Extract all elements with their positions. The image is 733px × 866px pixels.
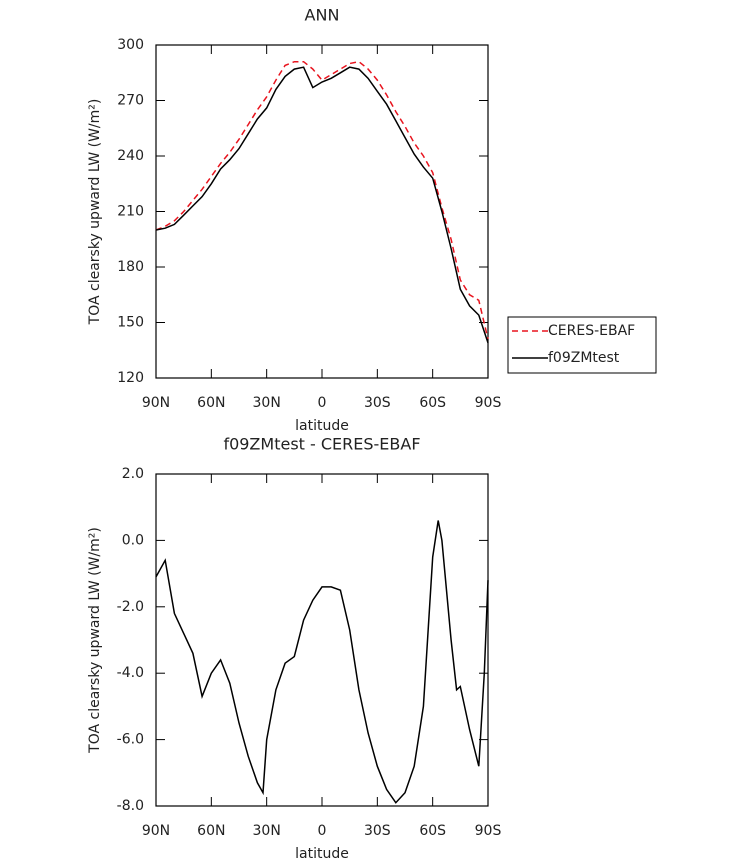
x-tick-label: 90S xyxy=(475,395,502,411)
legend-label: f09ZMtest xyxy=(548,350,620,366)
x-tick-label: 30N xyxy=(253,395,281,411)
x-tick-label: 30S xyxy=(364,395,391,411)
y-tick-label: 270 xyxy=(117,93,144,109)
x-tick-label: 0 xyxy=(318,395,327,411)
legend-label: CERES-EBAF xyxy=(548,323,635,339)
x-tick-label: 90N xyxy=(142,395,170,411)
y-tick-label: 0.0 xyxy=(122,532,144,548)
y-tick-label: 150 xyxy=(117,315,144,331)
y-tick-label: 300 xyxy=(117,37,144,53)
x-tick-label: 60S xyxy=(419,395,446,411)
y-tick-label: 120 xyxy=(117,370,144,386)
x-tick-label: 0 xyxy=(318,823,327,839)
x-tick-label: 30S xyxy=(364,823,391,839)
x-tick-label: 60N xyxy=(197,395,225,411)
y-tick-label: 2.0 xyxy=(122,466,144,482)
x-tick-label: 60N xyxy=(197,823,225,839)
x-axis-label: latitude xyxy=(295,418,349,434)
y-tick-label: -4.0 xyxy=(117,665,144,681)
y-tick-label: -6.0 xyxy=(117,732,144,748)
plot-frame xyxy=(155,44,489,379)
x-tick-label: 60S xyxy=(419,823,446,839)
data-line xyxy=(155,520,489,804)
y-tick-label: -2.0 xyxy=(117,599,144,615)
x-tick-label: 30N xyxy=(253,823,281,839)
y-tick-label: 240 xyxy=(117,148,144,164)
y-axis-label: TOA clearsky upward LW (W/m²) xyxy=(87,99,103,326)
x-tick-label: 90S xyxy=(475,823,502,839)
y-tick-label: 180 xyxy=(117,259,144,275)
data-line xyxy=(155,66,489,344)
chart-title: ANN xyxy=(305,6,340,25)
y-axis-label: TOA clearsky upward LW (W/m²) xyxy=(87,527,103,754)
y-tick-label: -8.0 xyxy=(117,798,144,814)
x-axis-label: latitude xyxy=(295,846,349,862)
y-tick-label: 210 xyxy=(117,204,144,220)
data-line xyxy=(155,60,489,340)
chart-title: f09ZMtest - CERES-EBAF xyxy=(223,435,420,454)
legend-box xyxy=(507,316,657,374)
x-tick-label: 90N xyxy=(142,823,170,839)
